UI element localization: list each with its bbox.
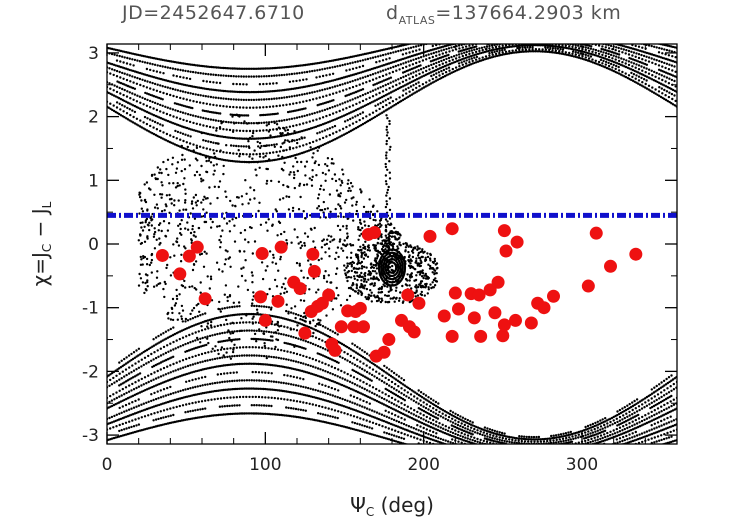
red-point (589, 226, 603, 240)
distance-subscript: ATLAS (398, 13, 436, 27)
y-tick-label: -3 (82, 426, 99, 446)
red-point (472, 288, 486, 302)
red-point (377, 345, 391, 359)
y-axis-label: χ=JC − JL (28, 201, 54, 286)
red-point (353, 301, 367, 315)
red-point (298, 326, 312, 340)
red-point (497, 318, 511, 332)
x-tick-label: 0 (102, 455, 113, 475)
red-point (255, 247, 269, 261)
red-point (306, 247, 320, 261)
y-tick-label: 3 (88, 44, 99, 64)
julian-date-text: JD=2452647.6710 (122, 2, 305, 24)
libration-loop (377, 248, 407, 287)
red-point (467, 311, 481, 325)
red-point (173, 267, 187, 281)
red-point (510, 235, 524, 249)
red-point (258, 313, 272, 327)
red-point (368, 226, 382, 240)
red-point (488, 306, 502, 320)
red-point (198, 292, 212, 306)
red-point (357, 320, 370, 334)
red-point (412, 296, 426, 310)
y-tick-label: -1 (82, 299, 99, 319)
red-point (347, 320, 361, 334)
red-point (437, 309, 451, 323)
red-point (445, 329, 459, 343)
x-axis-label: ΨC (deg) (350, 493, 434, 519)
red-point (524, 316, 538, 330)
red-point (452, 302, 465, 316)
red-point (182, 249, 196, 263)
red-point (474, 329, 488, 343)
red-point (401, 288, 415, 302)
red-point (491, 275, 505, 289)
y-tick-label: 2 (88, 108, 99, 128)
x-tick-label: 100 (249, 455, 281, 475)
red-particle-points (155, 222, 643, 363)
libration-loop (382, 254, 402, 281)
red-point (537, 301, 551, 315)
red-point (445, 222, 459, 236)
red-point (497, 224, 511, 238)
x-tick-label: 200 (407, 455, 439, 475)
red-point (274, 240, 288, 254)
x-tick-label: 300 (566, 455, 598, 475)
red-point (448, 286, 462, 300)
red-point (499, 244, 513, 258)
red-point (322, 288, 336, 302)
distance-prefix: d (386, 2, 399, 24)
libration-loop (384, 258, 400, 278)
red-point (407, 325, 421, 339)
libration-loop (380, 251, 404, 284)
y-tick-label: 0 (88, 235, 99, 255)
background-trajectory-dots (107, 44, 677, 444)
red-point (254, 290, 268, 304)
atlas-distance-label: dATLAS=137664.2903 km (386, 2, 621, 27)
red-point (155, 248, 169, 262)
red-point (328, 343, 342, 357)
y-tick-label: 1 (88, 171, 99, 191)
red-point (581, 279, 595, 293)
y-tick-label: -2 (82, 362, 99, 382)
red-point (307, 264, 321, 278)
red-point (382, 333, 396, 347)
red-point (547, 289, 560, 303)
red-point (509, 313, 522, 327)
red-point (629, 247, 643, 261)
distance-value: =137664.2903 km (435, 2, 622, 24)
red-point (496, 329, 510, 343)
red-point (271, 294, 285, 308)
red-point (604, 259, 617, 273)
red-point (190, 240, 204, 254)
red-point (293, 282, 307, 296)
julian-date-label: JD=2452647.6710 (122, 2, 305, 24)
axes-ticks: 0 100 200 300 3 2 1 0 -1 -2 -3 (82, 44, 677, 475)
red-point (334, 320, 348, 334)
libration-loop (386, 261, 398, 274)
red-point (423, 229, 437, 243)
